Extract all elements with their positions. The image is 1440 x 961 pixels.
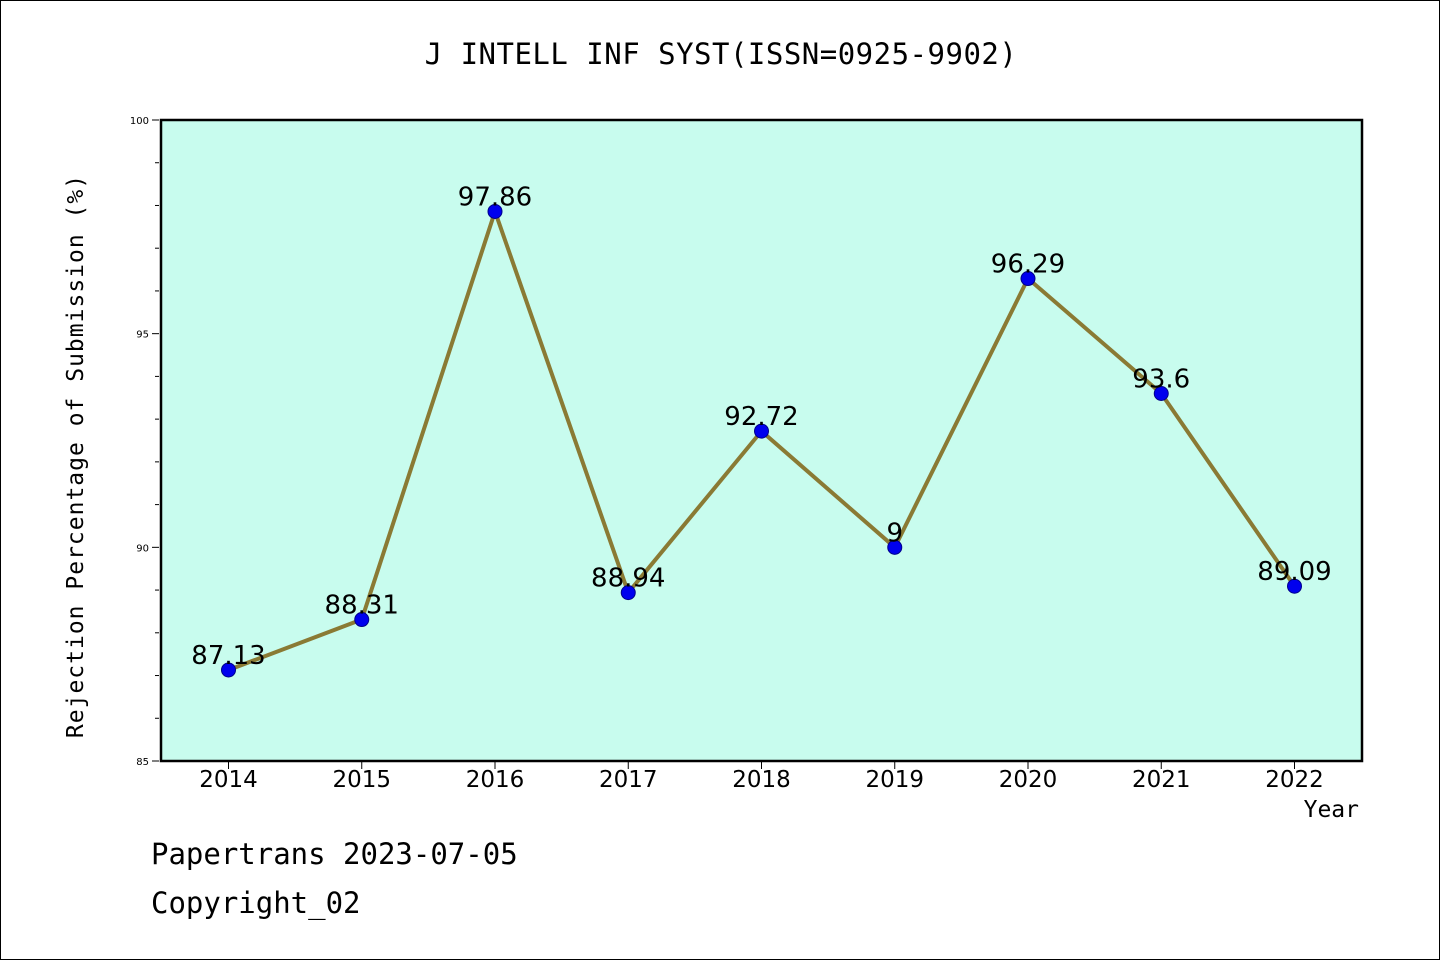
x-tick-label: 2020 <box>999 767 1058 793</box>
data-point <box>1153 385 1169 401</box>
data-label: 93.6 <box>1132 364 1190 394</box>
data-label: 92.72 <box>724 402 798 432</box>
x-tick-label: 2016 <box>466 767 525 793</box>
data-point <box>754 423 769 439</box>
data-label: 89.09 <box>1257 557 1331 587</box>
y-tick-label: 90 <box>136 543 149 554</box>
y-tick-label: 100 <box>130 116 149 127</box>
y-tick-label: 85 <box>136 757 149 768</box>
footer-source: Papertrans 2023-07-05 <box>151 837 518 871</box>
data-point <box>221 662 236 678</box>
y-tick-label: 95 <box>136 330 149 341</box>
data-point <box>354 612 370 628</box>
data-label: 9 <box>886 518 903 548</box>
data-point <box>487 203 503 219</box>
x-tick-label: 2021 <box>1132 767 1191 793</box>
plot-area <box>159 118 1364 763</box>
x-tick-label: 2017 <box>599 767 658 793</box>
chart-title: J INTELL INF SYST(ISSN=0925-9902) <box>424 37 1018 71</box>
data-label: 87.13 <box>191 641 265 671</box>
x-tick-label: 2019 <box>865 767 924 793</box>
data-point <box>1287 578 1302 594</box>
data-point <box>887 539 903 555</box>
x-axis-label: Year <box>1303 797 1359 823</box>
data-label: 88.94 <box>591 564 665 594</box>
x-tick-label: 2014 <box>199 767 258 793</box>
x-tick-label: 2018 <box>732 767 791 793</box>
y-axis-label: Rejection Percentage of Submission (%) <box>63 173 89 739</box>
data-label: 97.86 <box>458 182 532 212</box>
footer-copyright: Copyright_02 <box>151 886 361 920</box>
x-tick-label: 2022 <box>1265 767 1324 793</box>
data-point <box>1020 271 1036 287</box>
data-label: 96.29 <box>991 250 1065 280</box>
data-point <box>620 585 636 601</box>
x-tick-label: 2015 <box>332 767 391 793</box>
data-label: 88.31 <box>325 591 399 621</box>
